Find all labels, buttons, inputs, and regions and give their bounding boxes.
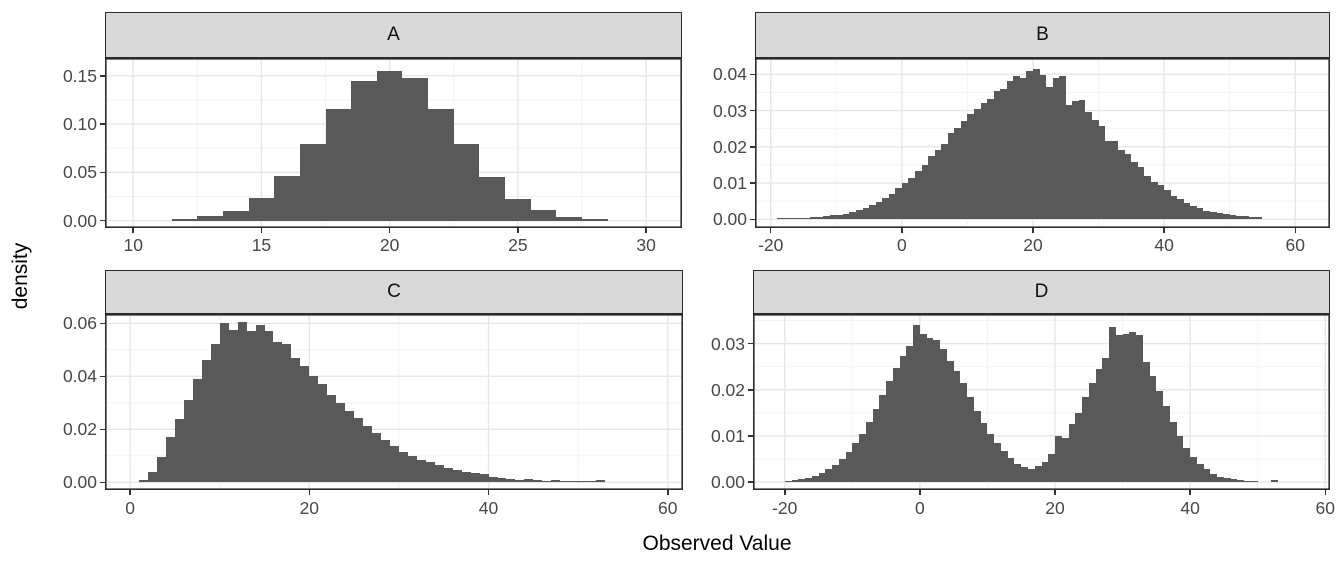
y-tick-label: 0.00 xyxy=(710,472,745,493)
facet-strip: A xyxy=(105,12,682,58)
x-axis-title: Observed Value xyxy=(642,532,792,555)
x-tick-mark xyxy=(919,490,921,495)
y-tick-mark xyxy=(748,481,753,483)
x-tick-label: -20 xyxy=(758,235,784,255)
y-tick-mark xyxy=(750,73,755,76)
x-tick-label: 40 xyxy=(1154,235,1174,255)
y-tick-mark xyxy=(748,389,753,391)
x-tick-mark xyxy=(1294,228,1296,233)
histogram-bars xyxy=(139,322,605,482)
x-tick-mark xyxy=(129,490,131,495)
y-tick-mark xyxy=(100,322,105,325)
facet-strip: D xyxy=(753,270,1330,314)
x-tick-label: 20 xyxy=(299,498,320,518)
facet-panel-plot xyxy=(105,314,683,490)
y-tick-mark xyxy=(100,375,105,378)
y-tick-label: 0.03 xyxy=(712,100,747,121)
y-tick-label: 0.00 xyxy=(62,210,97,231)
y-tick-label: 0.04 xyxy=(712,64,747,85)
x-tick-label: 0 xyxy=(915,498,925,518)
y-tick-label: 0.06 xyxy=(62,313,97,334)
panel-border xyxy=(753,314,1330,490)
y-tick-mark xyxy=(100,123,105,125)
y-tick-label: 0.00 xyxy=(62,472,97,493)
facet-strip-label: D xyxy=(1034,281,1049,302)
facet-strip-label: C xyxy=(387,281,401,302)
y-tick-mark xyxy=(748,342,753,345)
y-tick-mark xyxy=(100,481,105,484)
x-tick-label: 0 xyxy=(896,235,907,255)
histogram-bars xyxy=(172,71,608,221)
y-tick-mark xyxy=(100,219,105,222)
x-tick-label: 60 xyxy=(658,498,678,518)
facet-panel-plot xyxy=(755,58,1330,228)
x-tick-label: 60 xyxy=(1285,235,1305,255)
panel-border xyxy=(755,58,1330,228)
y-axis-title: density xyxy=(9,242,32,310)
x-tick-label: 0 xyxy=(125,498,135,518)
y-tick-label: 0.01 xyxy=(712,173,747,194)
facet-strip: C xyxy=(105,270,683,314)
x-tick-mark xyxy=(784,490,786,495)
x-tick-mark xyxy=(901,228,903,233)
facet-strip: B xyxy=(755,12,1330,58)
y-tick-label: 0.03 xyxy=(710,333,745,354)
x-tick-label: 20 xyxy=(1023,235,1043,255)
x-tick-label: 40 xyxy=(1180,498,1200,518)
y-tick-mark xyxy=(748,435,753,437)
x-tick-mark xyxy=(260,228,263,233)
x-tick-mark xyxy=(1189,490,1191,495)
panel-border xyxy=(105,314,683,490)
y-tick-mark xyxy=(100,428,105,431)
x-tick-mark xyxy=(517,228,519,233)
y-tick-mark xyxy=(100,171,105,174)
x-tick-mark xyxy=(487,490,490,495)
facet-strip-label: B xyxy=(1036,24,1049,45)
y-tick-label: 0.02 xyxy=(62,419,97,440)
x-tick-label: -20 xyxy=(772,498,798,518)
x-tick-label: 10 xyxy=(123,235,143,255)
y-tick-mark xyxy=(750,218,755,221)
y-tick-mark xyxy=(750,109,755,112)
y-tick-label: 0.01 xyxy=(710,425,745,446)
panel-border xyxy=(105,58,682,228)
x-tick-mark xyxy=(1163,228,1165,233)
x-tick-mark xyxy=(1032,228,1034,233)
y-tick-label: 0.15 xyxy=(62,65,97,86)
x-tick-mark xyxy=(1054,490,1056,495)
x-tick-mark xyxy=(769,228,772,233)
y-tick-mark xyxy=(750,146,755,148)
y-tick-label: 0.04 xyxy=(62,366,97,387)
facet-strip-label: A xyxy=(387,24,400,45)
y-tick-mark xyxy=(750,182,755,184)
histogram-bars xyxy=(777,69,1262,219)
x-tick-label: 60 xyxy=(1315,498,1335,518)
facet-panel-plot xyxy=(753,314,1330,490)
x-tick-label: 40 xyxy=(478,498,499,518)
y-tick-label: 0.05 xyxy=(62,162,97,183)
y-tick-label: 0.02 xyxy=(712,136,747,157)
x-tick-label: 15 xyxy=(251,235,272,255)
y-tick-mark xyxy=(100,75,105,77)
x-tick-label: 25 xyxy=(508,235,528,255)
x-tick-mark xyxy=(667,490,669,495)
histogram-bars xyxy=(785,325,1278,482)
x-tick-label: 20 xyxy=(379,235,400,255)
facet-panel-plot xyxy=(105,58,682,228)
x-tick-mark xyxy=(388,228,391,233)
x-tick-mark xyxy=(132,228,134,233)
x-tick-mark xyxy=(1324,490,1327,495)
x-tick-mark xyxy=(308,490,311,495)
y-tick-label: 0.00 xyxy=(712,209,747,230)
y-tick-label: 0.02 xyxy=(710,379,745,400)
y-tick-label: 0.10 xyxy=(62,114,97,135)
x-tick-mark xyxy=(645,228,647,233)
x-tick-label: 20 xyxy=(1045,498,1065,518)
x-tick-label: 30 xyxy=(636,235,656,255)
